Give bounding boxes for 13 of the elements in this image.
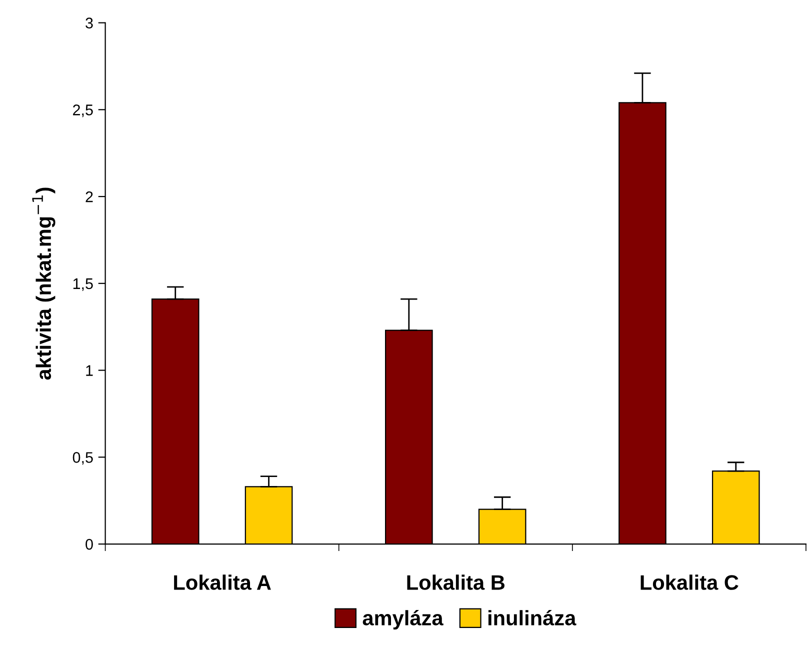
legend-label: amyláza (362, 610, 444, 630)
y-tick-label: 0 (86, 538, 93, 550)
y-axis-title: aktivita (nkat.mg$^{−1}$) (32, 188, 56, 380)
y-tick-label: 3 (86, 18, 93, 28)
y-tick-label: 0,5 (72, 452, 93, 465)
y-tick-label: 1 (86, 365, 93, 376)
legend-label: inulináza (488, 610, 576, 626)
x-tick-label: Lokalita C (640, 574, 738, 590)
x-tick-label: Lokalita A (174, 574, 271, 590)
y-tick-label: 2,5 (73, 104, 93, 118)
y-tick-label: 2 (86, 191, 93, 202)
y-tick-label: 1,5 (73, 278, 93, 291)
x-tick-label: Lokalita B (407, 574, 504, 590)
